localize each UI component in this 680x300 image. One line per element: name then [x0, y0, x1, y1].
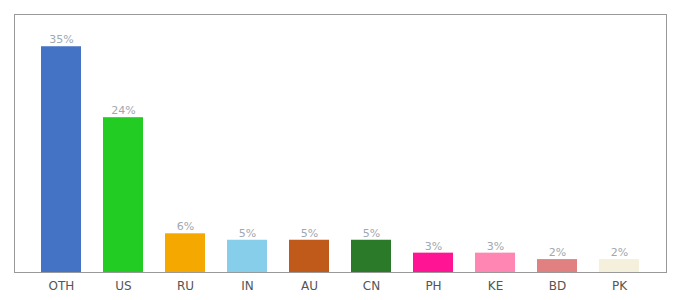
svg-text:US: US	[115, 279, 131, 293]
svg-text:3%: 3%	[487, 240, 504, 253]
svg-text:PK: PK	[612, 279, 628, 293]
svg-text:BD: BD	[549, 279, 566, 293]
svg-text:IN: IN	[241, 279, 254, 293]
svg-text:5%: 5%	[301, 227, 318, 240]
svg-text:6%: 6%	[177, 220, 194, 233]
svg-text:3%: 3%	[425, 240, 442, 253]
svg-text:OTH: OTH	[49, 279, 75, 293]
svg-text:24%: 24%	[111, 104, 135, 117]
svg-text:AU: AU	[301, 279, 318, 293]
svg-text:PH: PH	[425, 279, 441, 293]
svg-text:2%: 2%	[549, 246, 566, 259]
svg-text:KE: KE	[488, 279, 503, 293]
svg-text:35%: 35%	[49, 33, 73, 46]
svg-text:RU: RU	[177, 279, 194, 293]
svg-text:5%: 5%	[363, 227, 380, 240]
svg-text:CN: CN	[363, 279, 380, 293]
svg-text:5%: 5%	[239, 227, 256, 240]
svg-text:2%: 2%	[611, 246, 628, 259]
